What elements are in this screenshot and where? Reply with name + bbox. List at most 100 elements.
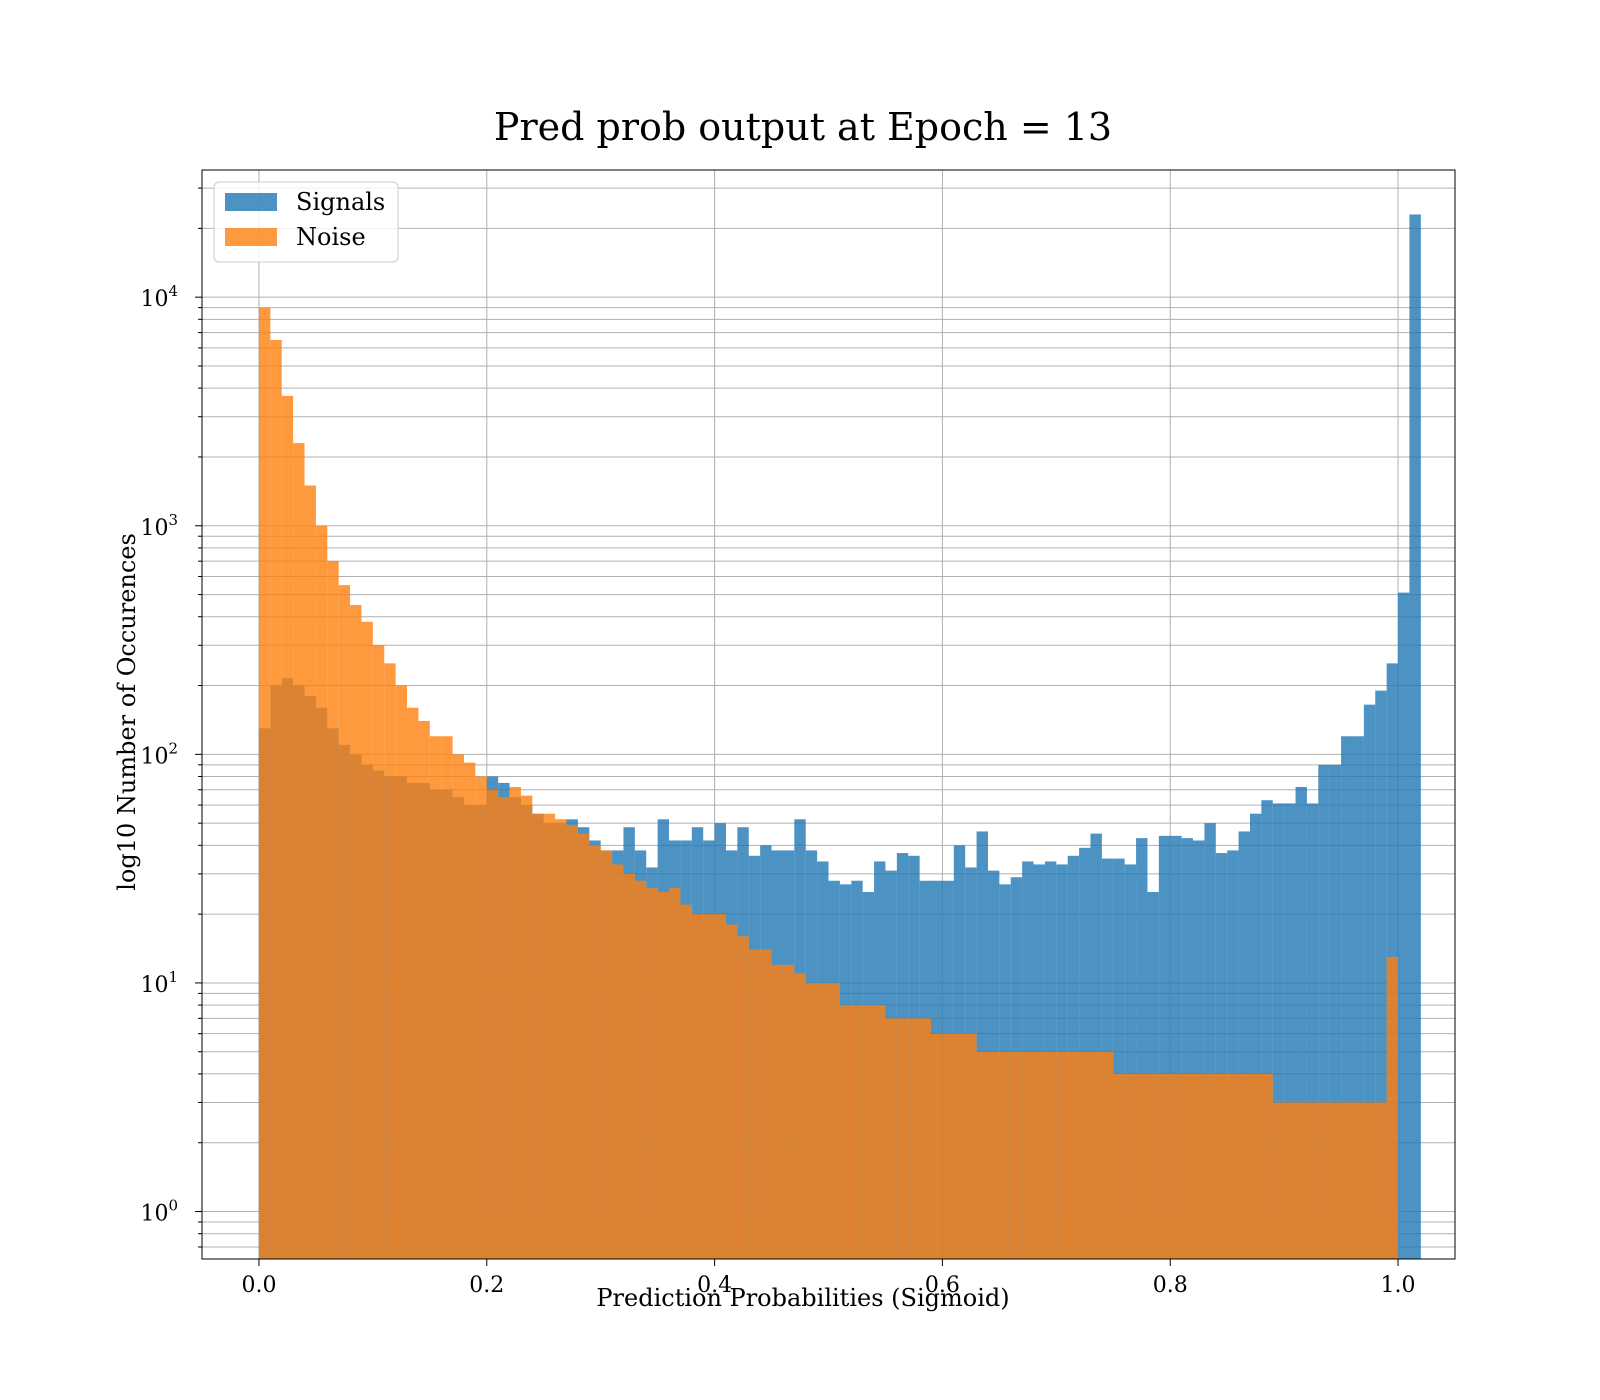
signals-bar (1181, 838, 1194, 1259)
noise-bar (566, 825, 578, 1259)
signals-bar (1295, 786, 1307, 1259)
noise-bar (1329, 1102, 1342, 1259)
axis-ticks: 0.0 0.2 0.4 0.6 0.8 1.0 100 101 102 103 104 (140, 187, 1416, 1298)
noise-bar (919, 1018, 932, 1259)
noise-bar (896, 1018, 909, 1259)
noise-bar (589, 845, 601, 1259)
noise-bar (258, 307, 271, 1259)
noise-bar (703, 914, 715, 1259)
noise-bar (874, 1005, 886, 1259)
y-axis-label: log10 Number of Occurences (113, 533, 141, 891)
noise-bar (942, 1033, 954, 1259)
noise-bar (885, 1018, 897, 1259)
noise-bar (1341, 1102, 1353, 1259)
noise-bar (1113, 1073, 1125, 1259)
noise-bar (1056, 1051, 1068, 1259)
noise-bar (1284, 1102, 1296, 1259)
signals-bar (1249, 813, 1262, 1259)
noise-bar (623, 873, 635, 1259)
histogram-bars (258, 214, 1421, 1260)
noise-bar (691, 914, 704, 1259)
legend-label-noise: Noise (296, 223, 366, 251)
y-tick-label: 101 (140, 968, 178, 998)
noise-bar (1193, 1073, 1205, 1259)
noise-bar (1261, 1073, 1273, 1259)
noise-bar (1136, 1073, 1148, 1259)
noise-bar (794, 973, 806, 1259)
signals-bar (1284, 803, 1296, 1259)
noise-bar (999, 1051, 1011, 1259)
noise-bar (851, 1005, 863, 1259)
noise-bar (429, 736, 442, 1259)
noise-bar (862, 1005, 875, 1259)
noise-bar (384, 663, 396, 1259)
noise-bar (350, 605, 362, 1259)
signals-bar (1398, 592, 1410, 1259)
noise-bar (270, 339, 282, 1259)
y-tick-label: 100 (140, 1197, 178, 1227)
noise-bar (520, 795, 533, 1259)
noise-bar (1386, 956, 1399, 1259)
noise-bar (463, 762, 476, 1259)
noise-bar (669, 888, 681, 1259)
noise-bar (361, 621, 373, 1259)
noise-bar (441, 736, 453, 1259)
noise-bar (532, 813, 544, 1259)
noise-bar (1227, 1073, 1239, 1259)
noise-bar (1158, 1073, 1171, 1259)
signals-bar (1329, 764, 1342, 1259)
noise-bar (1147, 1073, 1159, 1259)
noise-bar (1352, 1102, 1364, 1259)
noise-bar (407, 707, 419, 1259)
x-tick-label: 0.4 (697, 1273, 732, 1298)
noise-bar (452, 754, 464, 1259)
noise-bar (293, 443, 305, 1259)
signals-bar (1363, 704, 1376, 1259)
noise-bar (771, 964, 783, 1259)
noise-bar (543, 813, 556, 1259)
noise-bar (1090, 1051, 1102, 1259)
noise-bar (1318, 1102, 1330, 1259)
noise-bar (714, 914, 726, 1259)
plot-frame (201, 169, 1456, 1260)
signals-bar (1238, 831, 1250, 1259)
noise-bar (760, 949, 772, 1259)
noise-bar (612, 864, 624, 1259)
noise-bar (839, 1005, 852, 1259)
legend-swatch-noise (225, 228, 277, 246)
noise-bar (372, 645, 385, 1259)
noise-bar (1079, 1051, 1091, 1259)
noise-bar (395, 685, 408, 1259)
signals-bar (1158, 835, 1171, 1259)
noise-bar (657, 891, 670, 1259)
noise-bar (908, 1018, 920, 1259)
noise-bar (1249, 1073, 1262, 1259)
noise-bar (577, 833, 590, 1259)
noise-bar (475, 776, 487, 1259)
chart-title: Pred prob output at Epoch = 13 (494, 105, 1112, 149)
legend-swatch-signals (225, 193, 277, 211)
signals-bar (1261, 800, 1273, 1259)
noise-bar (828, 982, 840, 1259)
signals-bar (1170, 835, 1182, 1259)
noise-bar (1044, 1051, 1057, 1259)
signals-bar (1193, 840, 1205, 1259)
noise-bar (555, 819, 567, 1259)
signals-bar (1352, 736, 1364, 1259)
noise-bar (987, 1051, 1000, 1259)
signals-bar (1318, 764, 1330, 1259)
noise-bar (509, 786, 521, 1259)
x-axis-label: Prediction Probabilities (Sigmoid) (596, 1284, 1009, 1312)
noise-bars (258, 307, 1399, 1260)
x-tick-label: 0.2 (469, 1273, 504, 1298)
noise-bar (737, 936, 749, 1259)
noise-bar (725, 924, 738, 1259)
noise-bar (1306, 1102, 1319, 1259)
noise-bar (1215, 1073, 1228, 1259)
x-tick-label: 0.0 (241, 1273, 276, 1298)
noise-bar (817, 982, 829, 1259)
noise-bar (600, 850, 613, 1259)
noise-bar (646, 888, 658, 1259)
signals-bar (1204, 823, 1216, 1259)
noise-bar (976, 1051, 988, 1259)
